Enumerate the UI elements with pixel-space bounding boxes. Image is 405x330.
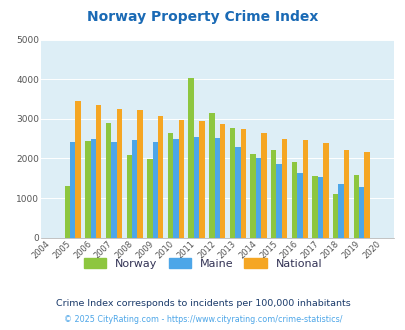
Bar	[312, 176, 317, 238]
Bar	[178, 120, 183, 238]
Bar	[338, 184, 343, 238]
Bar	[132, 140, 137, 238]
Bar	[116, 109, 121, 238]
Legend: Norway, Maine, National: Norway, Maine, National	[79, 254, 326, 273]
Bar	[234, 147, 240, 238]
Bar	[364, 152, 369, 238]
Bar	[322, 143, 328, 238]
Bar	[75, 101, 81, 238]
Bar	[291, 162, 296, 238]
Bar	[296, 173, 302, 238]
Text: Norway Property Crime Index: Norway Property Crime Index	[87, 10, 318, 24]
Bar	[353, 175, 358, 238]
Bar	[173, 139, 178, 238]
Bar	[214, 138, 220, 238]
Bar	[111, 142, 116, 238]
Bar	[240, 129, 245, 238]
Bar	[137, 110, 142, 238]
Bar	[167, 133, 173, 238]
Bar	[343, 150, 348, 238]
Bar	[70, 142, 75, 238]
Bar	[260, 133, 266, 238]
Bar	[188, 79, 194, 238]
Bar	[276, 164, 281, 238]
Bar	[250, 154, 255, 238]
Bar	[85, 141, 90, 238]
Bar	[64, 186, 70, 238]
Bar	[126, 155, 132, 238]
Bar	[199, 121, 204, 238]
Text: © 2025 CityRating.com - https://www.cityrating.com/crime-statistics/: © 2025 CityRating.com - https://www.city…	[64, 315, 341, 324]
Bar	[209, 113, 214, 238]
Bar	[302, 140, 307, 238]
Bar	[281, 139, 286, 238]
Bar	[229, 128, 234, 238]
Bar	[358, 187, 364, 238]
Bar	[194, 137, 199, 238]
Bar	[317, 178, 322, 238]
Bar	[158, 116, 163, 238]
Text: Crime Index corresponds to incidents per 100,000 inhabitants: Crime Index corresponds to incidents per…	[55, 299, 350, 308]
Bar	[147, 159, 152, 238]
Bar	[90, 139, 96, 238]
Bar	[255, 158, 260, 238]
Bar	[96, 105, 101, 238]
Bar	[152, 142, 158, 238]
Bar	[332, 194, 338, 238]
Bar	[106, 123, 111, 238]
Bar	[220, 123, 225, 238]
Bar	[271, 150, 276, 238]
